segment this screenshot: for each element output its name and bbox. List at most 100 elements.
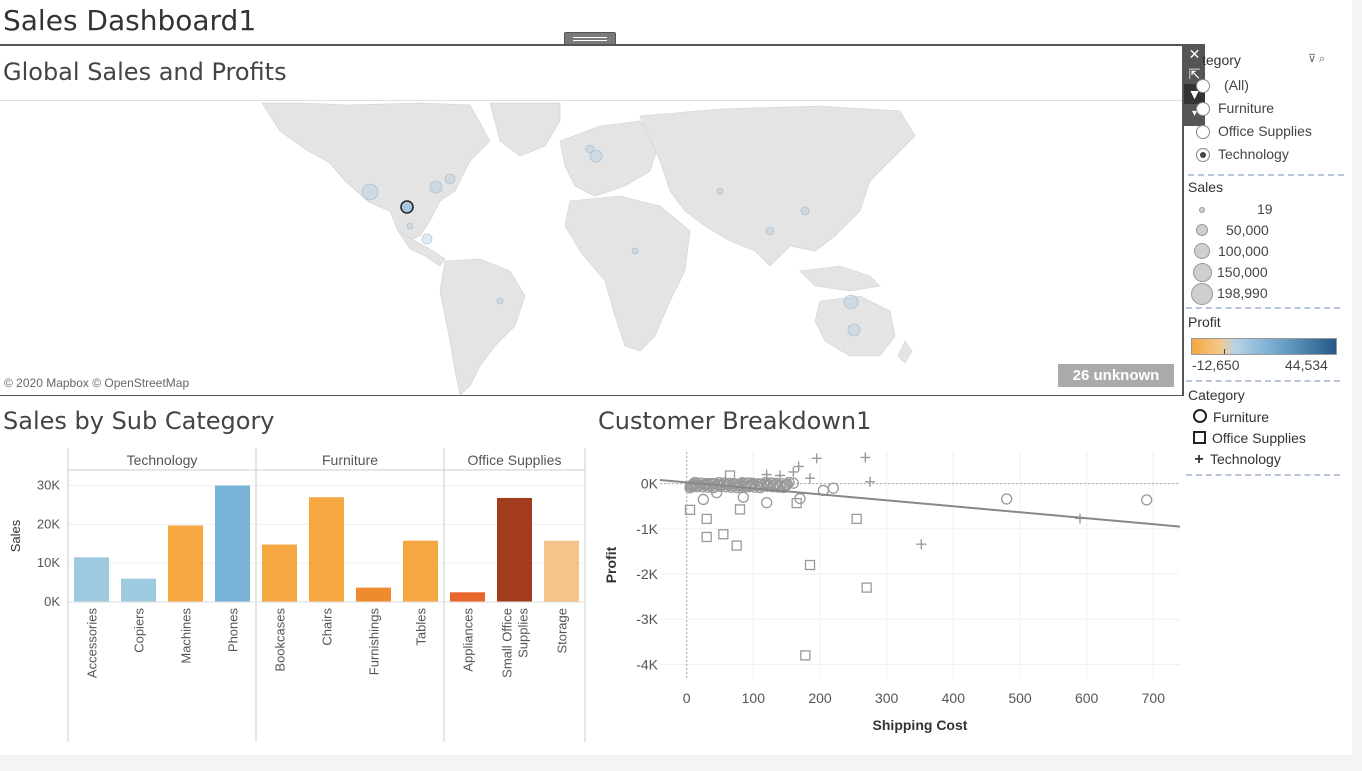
sales-legend-item: 150,000 (1217, 264, 1268, 280)
legend-separator (1186, 380, 1340, 382)
sales-legend-item: 100,000 (1218, 243, 1269, 259)
point (916, 539, 927, 550)
filter-option-furniture[interactable]: Furniture (1196, 100, 1274, 120)
x-tick-label: Phones (226, 608, 241, 653)
map-mark (444, 173, 456, 185)
sales-legend-item: 198,990 (1217, 285, 1268, 301)
point (775, 470, 785, 481)
more-options-icon[interactable]: ▾ (1191, 108, 1198, 119)
y-tick-label: -2K (636, 566, 658, 582)
legend-separator (1186, 307, 1340, 309)
sales-legend-item: 19 (1257, 201, 1273, 217)
selected-map-mark (400, 200, 414, 214)
x-tick-label: Small OfficeSupplies (500, 608, 531, 678)
profit-max-label: 44,534 (1285, 357, 1328, 373)
bar (403, 540, 438, 602)
point (747, 478, 759, 491)
x-tick-label: 700 (1142, 690, 1166, 706)
category-legend-item[interactable]: Furniture (1193, 409, 1269, 425)
filter-option-technology[interactable]: Technology (1196, 146, 1289, 166)
point (701, 513, 712, 525)
map-mark (765, 226, 775, 236)
y-tick-label: -1K (636, 521, 658, 537)
map-credit: © 2020 Mapbox © OpenStreetMap (4, 376, 190, 390)
point (718, 529, 729, 540)
x-tick-label: Furnishings (367, 608, 382, 676)
filter-option-label: Furniture (1218, 100, 1275, 116)
x-tick-label: Machines (179, 608, 194, 664)
category-legend-item[interactable]: + Technology (1193, 451, 1281, 469)
point (783, 476, 795, 489)
point (1141, 494, 1153, 506)
bar (450, 592, 485, 602)
radio-icon[interactable] (1196, 102, 1210, 117)
point (791, 497, 802, 509)
x-tick-label: 500 (1008, 690, 1032, 706)
clear-filter-icon[interactable]: ⊽ ⌕ (1308, 53, 1326, 65)
map-zone[interactable]: Global Sales and Profits (0, 44, 1184, 396)
world-map[interactable] (0, 100, 1182, 395)
sales-legend-item: 50,000 (1226, 222, 1269, 238)
trend-line (659, 479, 1181, 528)
bar (215, 485, 250, 602)
category-legend-item[interactable]: Office Supplies (1193, 430, 1306, 446)
point (691, 479, 702, 491)
point (1001, 493, 1013, 505)
point (684, 504, 696, 516)
radio-icon[interactable] (1196, 148, 1210, 163)
x-tick-label: Appliances (461, 608, 476, 672)
radio-icon[interactable] (1196, 125, 1210, 140)
map-mark (361, 183, 379, 201)
point (761, 469, 772, 480)
africa-landmass (564, 195, 691, 352)
x-tick-label: Tables (414, 608, 429, 646)
unknown-locations-badge[interactable]: 26 unknown (1058, 364, 1174, 387)
map-mark (585, 144, 595, 154)
profit-min-label: -12,650 (1192, 357, 1240, 373)
filter-option-office-supplies[interactable]: Office Supplies (1196, 123, 1312, 143)
group-header: Technology (127, 452, 198, 468)
filter-option-label: (All) (1224, 77, 1249, 93)
point (727, 477, 739, 490)
group-header: Office Supplies (468, 452, 562, 468)
scatter-title: Customer Breakdown1 (598, 407, 872, 435)
central-america-landmass (397, 230, 446, 267)
y-tick-label: 0K (641, 476, 659, 492)
x-tick-label: Accessories (85, 608, 100, 679)
profit-zero-tick (1224, 349, 1225, 354)
sales-by-subcategory-chart[interactable]: Sales 0K 10K 20K 30K Technology Accessories Cop… (0, 448, 592, 744)
point (731, 540, 742, 551)
radio-icon[interactable] (1196, 79, 1210, 94)
size-dot-icon (1191, 283, 1213, 305)
filter-option-all[interactable]: (All) (1196, 77, 1249, 97)
size-dot-icon (1196, 224, 1208, 236)
map-mark (429, 180, 443, 194)
size-dot-icon (1194, 243, 1210, 259)
customer-breakdown-chart[interactable]: 0 100 200 300 400 500 600 700 0K -1K -2K -3K -4K Ship… (596, 448, 1184, 744)
new-zealand-landmass (897, 340, 913, 364)
y-axis-label: Profit (603, 546, 619, 583)
map-mark (716, 187, 724, 195)
bar (121, 578, 156, 602)
category-legend-title: Category (1188, 387, 1245, 403)
x-tick-label: 0 (683, 690, 691, 706)
australia-landmass (814, 295, 896, 357)
south-america-landmass (439, 258, 526, 395)
filter-option-label: Office Supplies (1218, 123, 1312, 139)
close-icon[interactable]: ✕ (1188, 46, 1201, 62)
europe-landmass (559, 120, 661, 197)
x-tick-label: Bookcases (273, 608, 288, 672)
point (724, 470, 736, 481)
size-dot-icon (1193, 263, 1212, 282)
plus-shape-icon: + (1194, 451, 1204, 468)
profit-color-ramp (1191, 338, 1337, 355)
point (761, 496, 773, 509)
y-axis-label: Sales (8, 519, 23, 552)
y-tick-label: 0K (44, 594, 60, 609)
size-dot-icon (1199, 207, 1205, 213)
bar-chart-title: Sales by Sub Category (3, 407, 275, 435)
popout-icon[interactable]: ⇱ (1188, 66, 1201, 82)
category-legend-label: Office Supplies (1212, 430, 1306, 446)
map-mark (589, 149, 603, 163)
category-legend-label: Furniture (1213, 409, 1270, 425)
